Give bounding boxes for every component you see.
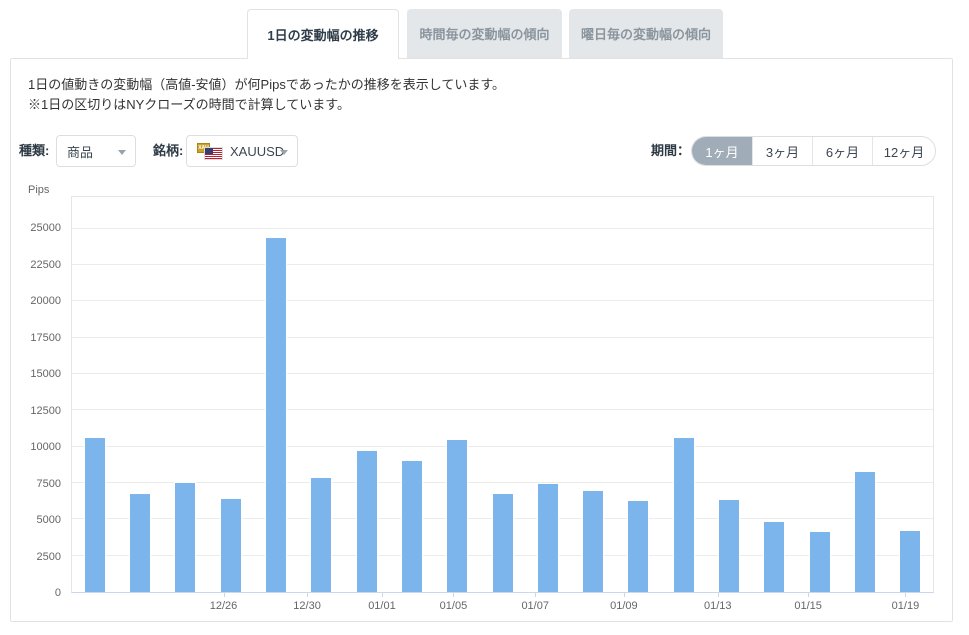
symbol-select[interactable]: XAU XAUUSD bbox=[186, 135, 298, 167]
period-button-6months[interactable]: 6ヶ月 bbox=[812, 137, 872, 165]
y-axis-tick-label: 25000 bbox=[30, 222, 61, 234]
daily-range-bar-chart: Pips 0 2500 5000 7500 10000 12500 15000 17500 20… bbox=[11, 184, 952, 614]
xauusd-flag-icon: XAU bbox=[197, 142, 223, 160]
y-axis-tick-label: 5000 bbox=[36, 514, 61, 526]
bar[interactable] bbox=[264, 236, 287, 592]
y-axis-tick-label: 0 bbox=[54, 587, 61, 599]
period-button-12months[interactable]: 12ヶ月 bbox=[872, 137, 935, 165]
bar[interactable] bbox=[899, 529, 922, 592]
x-axis-tick-label: 01/07 bbox=[521, 600, 549, 612]
bar[interactable] bbox=[672, 436, 695, 592]
bar[interactable] bbox=[310, 477, 333, 592]
x-axis-tick bbox=[905, 592, 907, 597]
period-button-1month[interactable]: 1ヶ月 bbox=[692, 137, 752, 165]
x-axis-tick bbox=[623, 592, 625, 597]
tab-daily-range-trend[interactable]: 1日の変動幅の推移 bbox=[247, 9, 399, 59]
x-axis-tick bbox=[381, 592, 383, 597]
gridline bbox=[72, 300, 933, 302]
y-axis-tick-label: 7500 bbox=[36, 477, 61, 490]
bar[interactable] bbox=[128, 493, 151, 592]
symbol-select-value: XAUUSD bbox=[230, 143, 285, 159]
x-axis-tick bbox=[535, 592, 537, 597]
bar[interactable] bbox=[854, 471, 877, 592]
x-axis-tick-label: 01/05 bbox=[439, 600, 468, 612]
y-axis-tick-label: 10000 bbox=[30, 441, 61, 453]
period-button-group: 1ヶ月 3ヶ月 6ヶ月 12ヶ月 bbox=[691, 136, 936, 166]
gridline bbox=[72, 336, 933, 338]
x-axis-tick-label: 12/26 bbox=[209, 600, 238, 612]
bar[interactable] bbox=[718, 499, 741, 592]
x-axis-tick-label: 12/30 bbox=[293, 600, 321, 612]
bar[interactable] bbox=[763, 520, 786, 592]
period-button-3months[interactable]: 3ヶ月 bbox=[752, 137, 812, 165]
y-axis-tick-label: 17500 bbox=[30, 331, 61, 344]
y-axis-title: Pips bbox=[28, 184, 50, 196]
bar[interactable] bbox=[582, 490, 605, 592]
gridline bbox=[72, 482, 933, 484]
tab-label: 時間毎の変動幅の傾向 bbox=[419, 27, 550, 42]
bar[interactable] bbox=[808, 531, 831, 592]
plot-area: 12/26 12/30 01/01 01/05 01/07 01/09 01/13 01/15… bbox=[71, 196, 934, 612]
bar[interactable] bbox=[219, 497, 242, 592]
type-select-value: 商品 bbox=[67, 144, 94, 160]
x-axis-tick-label: 01/19 bbox=[891, 600, 920, 612]
bar[interactable] bbox=[627, 500, 650, 592]
us-flag-icon bbox=[204, 146, 223, 160]
type-select[interactable]: 商品 bbox=[56, 135, 136, 167]
bar[interactable] bbox=[536, 483, 559, 592]
x-axis-tick-label: 01/09 bbox=[610, 600, 638, 612]
gridline bbox=[72, 373, 933, 375]
y-axis-tick-label: 2500 bbox=[36, 550, 61, 563]
y-axis-tick-label: 15000 bbox=[30, 368, 61, 380]
period-label: 期間： bbox=[651, 143, 691, 158]
bar[interactable] bbox=[491, 493, 514, 592]
bar[interactable] bbox=[355, 449, 378, 592]
x-axis-tick bbox=[307, 592, 309, 597]
x-axis-tick bbox=[223, 592, 225, 597]
y-axis-labels: 0 2500 5000 7500 10000 12500 15000 17500 20000 22… bbox=[11, 196, 61, 599]
gridline bbox=[72, 445, 933, 447]
bar[interactable] bbox=[174, 481, 197, 592]
type-label: 種類: bbox=[19, 143, 50, 158]
description: 1日の値動きの変動幅（高値-安値）が何Pipsであったかの推移を表示しています。… bbox=[28, 75, 505, 115]
x-axis-tick bbox=[808, 592, 810, 597]
controls-row: 種類: 商品 銘柄: XAU XAUUSD 期間： 1ヶ月 3ヶ月 6ヶ月 12… bbox=[11, 135, 952, 169]
x-axis-tick-label: 01/15 bbox=[794, 600, 822, 612]
x-axis-tick bbox=[717, 592, 719, 597]
symbol-label: 銘柄: bbox=[153, 143, 184, 158]
tab-label: 1日の変動幅の推移 bbox=[267, 28, 379, 43]
bar[interactable] bbox=[400, 459, 423, 592]
bar[interactable] bbox=[446, 439, 469, 592]
tab-weekday-range-trend[interactable]: 曜日毎の変動幅の傾向 bbox=[569, 9, 723, 58]
y-axis-tick-label: 12500 bbox=[30, 404, 61, 417]
description-line-1: 1日の値動きの変動幅（高値-安値）が何Pipsであったかの推移を表示しています。 bbox=[28, 77, 506, 92]
tab-label: 曜日毎の変動幅の傾向 bbox=[580, 27, 711, 42]
bar[interactable] bbox=[83, 436, 106, 592]
chevron-down-icon bbox=[280, 150, 288, 155]
y-axis-tick-label: 20000 bbox=[30, 295, 61, 307]
x-axis-tick-label: 01/13 bbox=[703, 600, 732, 612]
tab-hourly-range-trend[interactable]: 時間毎の変動幅の傾向 bbox=[407, 9, 562, 58]
x-axis-tick-label: 01/01 bbox=[368, 600, 396, 612]
x-axis-tick bbox=[453, 592, 455, 597]
content-card: 1日の値動きの変動幅（高値-安値）が何Pipsであったかの推移を表示しています。… bbox=[10, 58, 953, 622]
chevron-down-icon bbox=[118, 150, 126, 155]
y-axis-tick-label: 22500 bbox=[30, 258, 61, 271]
gridline bbox=[72, 264, 933, 266]
description-line-2: ※1日の区切りはNYクローズの時間で計算しています。 bbox=[28, 97, 350, 112]
gridline bbox=[72, 227, 933, 229]
gridline bbox=[72, 409, 933, 411]
